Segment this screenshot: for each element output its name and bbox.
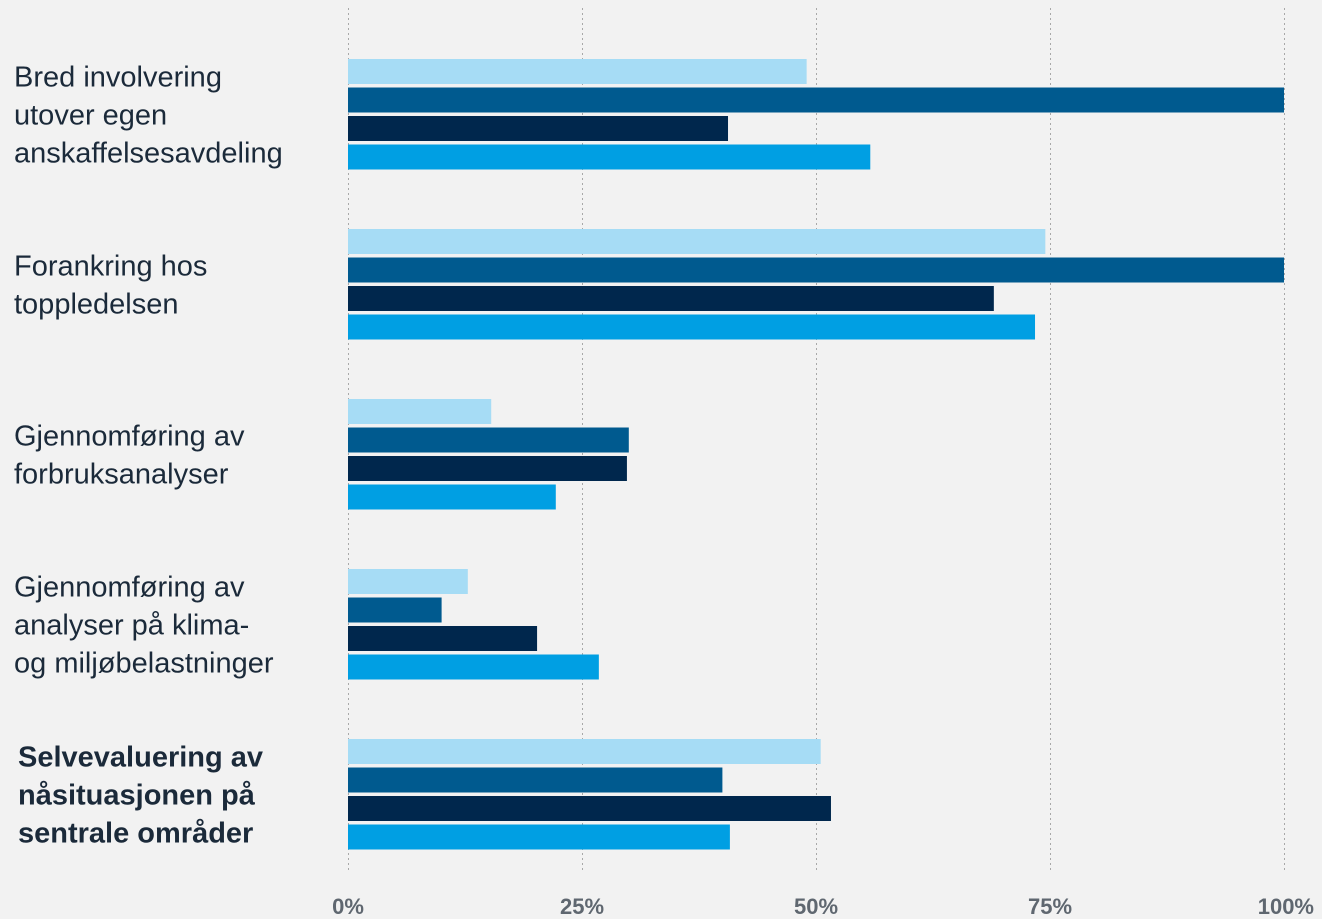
category-label-line: Bred involvering bbox=[14, 61, 222, 93]
bar-2-0 bbox=[348, 399, 492, 424]
bar-3-2 bbox=[348, 626, 538, 651]
bar-1-2 bbox=[348, 286, 994, 311]
category-label-line: analyser på klima- bbox=[14, 609, 249, 641]
bar-0-0 bbox=[348, 59, 807, 84]
x-tick-label-2: 50% bbox=[794, 894, 838, 919]
category-label-line: utover egen bbox=[14, 99, 167, 131]
bar-1-3 bbox=[348, 314, 1036, 340]
bar-2-1 bbox=[348, 427, 629, 453]
category-label-line: forbruksanalyser bbox=[14, 458, 229, 490]
bar-1-0 bbox=[348, 229, 1046, 254]
bar-4-2 bbox=[348, 796, 831, 821]
bar-4-3 bbox=[348, 824, 730, 850]
x-tick-label-1: 25% bbox=[560, 894, 604, 919]
category-label-line: Gjennomføring av bbox=[14, 571, 245, 603]
bars bbox=[348, 59, 1284, 850]
bar-3-1 bbox=[348, 597, 442, 623]
category-label-line: Gjennomføring av bbox=[14, 420, 245, 452]
category-label-line: Selvevaluering av bbox=[18, 741, 263, 773]
category-label-line: sentrale områder bbox=[18, 817, 253, 849]
x-tick-label-4: 100% bbox=[1258, 894, 1314, 919]
bar-2-2 bbox=[348, 456, 627, 481]
category-label-1: Forankring hos toppledelsen bbox=[14, 250, 207, 320]
category-label-line: toppledelsen bbox=[14, 288, 178, 320]
category-label-4: Selvevaluering av nåsituasjonen på sentral… bbox=[18, 741, 263, 849]
category-label-0: Bred involvering utover egen anskaffelsesa… bbox=[14, 61, 283, 169]
category-label-line: og miljøbelastninger bbox=[14, 647, 274, 679]
category-label-2: Gjennomføring av forbruksanalyser bbox=[14, 420, 245, 490]
x-tick-label-3: 75% bbox=[1028, 894, 1072, 919]
bar-3-3 bbox=[348, 654, 599, 680]
category-label-line: Forankring hos bbox=[14, 250, 207, 282]
bar-1-1 bbox=[348, 257, 1284, 283]
category-label-3: Gjennomføring av analyser på klima-og mil… bbox=[14, 571, 274, 679]
bar-4-0 bbox=[348, 739, 821, 764]
bar-0-1 bbox=[348, 87, 1284, 113]
bar-4-1 bbox=[348, 767, 723, 793]
bar-2-3 bbox=[348, 484, 556, 510]
x-axis-tick-labels: 0% 25% 50% 75% 100% bbox=[332, 894, 1314, 919]
bar-3-0 bbox=[348, 569, 468, 594]
x-tick-label-0: 0% bbox=[332, 894, 364, 919]
bar-0-3 bbox=[348, 144, 871, 170]
category-label-line: nåsituasjonen på bbox=[18, 779, 256, 811]
bar-0-2 bbox=[348, 116, 729, 141]
category-labels: Bred involvering utover egen anskaffelsesa… bbox=[14, 61, 283, 849]
category-label-line: anskaffelsesavdeling bbox=[14, 137, 283, 169]
